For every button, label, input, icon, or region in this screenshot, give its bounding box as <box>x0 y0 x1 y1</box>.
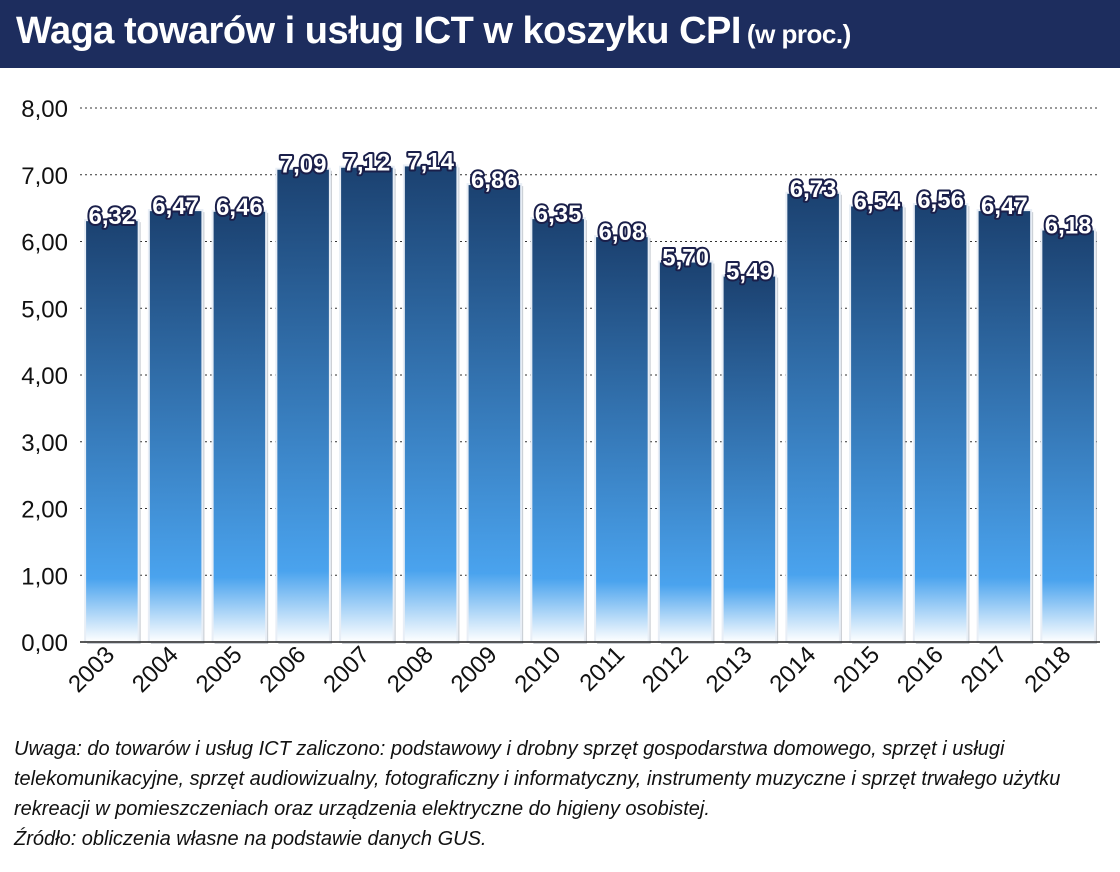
data-label: 6,08 <box>599 219 646 246</box>
y-tick-label: 3,00 <box>21 430 68 457</box>
x-tick-label: 2004 <box>127 641 184 698</box>
x-tick-label: 2005 <box>191 641 248 698</box>
chart-title: Waga towarów i usług ICT w koszyku CPI (w… <box>16 10 851 53</box>
x-tick-label: 2018 <box>1020 641 1077 698</box>
x-tick-label: 2011 <box>575 641 631 697</box>
data-label: 6,54 <box>854 188 901 215</box>
x-tick-label: 2017 <box>956 641 1013 698</box>
bar <box>785 191 841 644</box>
note-text: Uwaga: do towarów i usług ICT zaliczono:… <box>14 738 1061 820</box>
chart-header: Waga towarów i usług ICT w koszyku CPI (w… <box>0 0 1120 68</box>
x-tick-label: 2008 <box>382 641 439 698</box>
data-label: 6,18 <box>1045 212 1092 239</box>
y-tick-label: 7,00 <box>21 163 68 190</box>
bar <box>976 209 1033 643</box>
x-tick-label: 2016 <box>892 641 949 698</box>
bar <box>339 165 395 644</box>
bar <box>275 167 331 644</box>
data-label: 6,32 <box>89 203 136 230</box>
x-tick-label: 2010 <box>510 641 567 698</box>
data-label: 6,46 <box>216 194 263 221</box>
source-text: Źródło: obliczenia własne na podstawie d… <box>14 828 487 850</box>
data-label: 7,12 <box>344 150 391 177</box>
data-label: 5,49 <box>726 259 773 286</box>
y-tick-label: 1,00 <box>21 563 68 590</box>
bar <box>657 260 714 643</box>
x-tick-label: 2015 <box>828 641 885 698</box>
bar <box>912 203 969 643</box>
data-label: 6,47 <box>981 193 1028 220</box>
data-label: 6,86 <box>471 167 518 194</box>
data-label: 6,35 <box>535 201 582 228</box>
y-tick-label: 8,00 <box>21 96 68 123</box>
x-tick-label: 2012 <box>637 641 694 698</box>
x-tick-label: 2009 <box>446 641 503 698</box>
bars <box>84 164 1097 645</box>
bar <box>1040 228 1096 644</box>
data-label: 5,70 <box>662 245 709 272</box>
chart-title-unit: (w proc.) <box>746 19 851 49</box>
data-label: 7,14 <box>407 148 454 175</box>
bar <box>402 164 459 643</box>
bar <box>147 209 204 643</box>
chart-title-main: Waga towarów i usług ICT w koszyku CPI <box>16 10 741 52</box>
x-tick-label: 2003 <box>63 641 120 698</box>
chart-notes: Uwaga: do towarów i usług ICT zaliczono:… <box>14 734 1110 854</box>
data-label: 7,09 <box>280 152 327 179</box>
y-tick-label: 0,00 <box>21 630 68 657</box>
x-tick-label: 2007 <box>318 641 375 698</box>
x-tick-label: 2014 <box>765 641 822 698</box>
data-label: 6,56 <box>917 187 964 214</box>
y-axis-tick-labels: 0,00 1,00 2,00 3,00 4,00 5,00 6,00 7,00 8,00 <box>21 96 68 657</box>
y-tick-label: 2,00 <box>21 497 68 524</box>
bar <box>84 219 140 643</box>
data-labels: 6,32 6,47 6,46 7,09 7,12 7,14 6,86 6,35 6,08 5,70… <box>87 146 1094 287</box>
bar-chart: 0,00 1,00 2,00 3,00 4,00 5,00 6,00 7,00 8,00 6,3… <box>21 96 1100 698</box>
data-label: 6,73 <box>790 176 837 203</box>
x-tick-label: 2013 <box>701 641 758 698</box>
bar <box>530 217 586 643</box>
data-label: 6,47 <box>152 193 199 220</box>
bar <box>466 183 523 643</box>
y-tick-label: 6,00 <box>21 230 68 257</box>
x-axis-tick-labels: 2003 2004 2005 2006 2007 2008 2009 2010 2011 2012… <box>63 641 1076 698</box>
y-tick-label: 5,00 <box>21 296 68 323</box>
x-tick-label: 2006 <box>255 641 312 698</box>
bar <box>594 235 650 643</box>
bar <box>721 274 778 643</box>
bar <box>849 204 905 644</box>
bar <box>211 209 268 643</box>
y-tick-label: 4,00 <box>21 363 68 390</box>
